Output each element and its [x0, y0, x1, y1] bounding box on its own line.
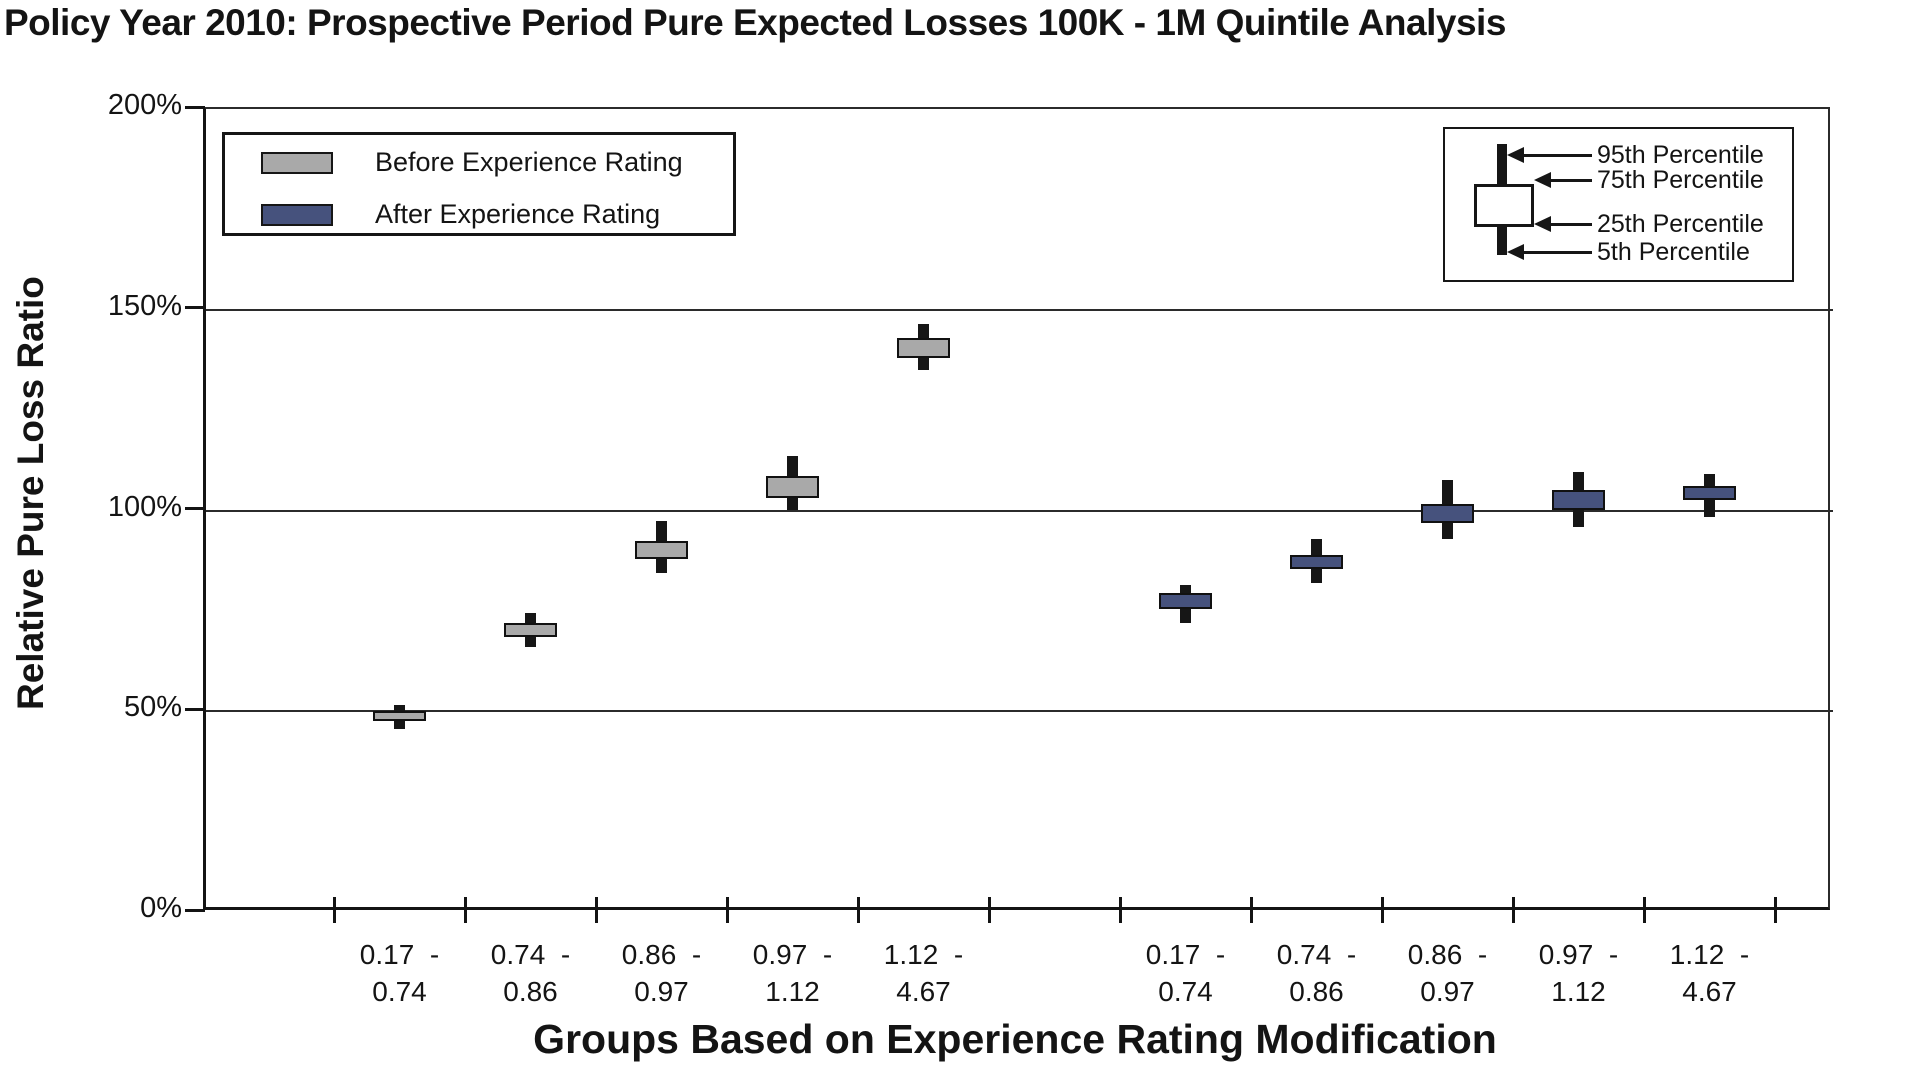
percentile-box-glyph	[1474, 184, 1534, 227]
x-axis-label-line2: 0.74	[1158, 976, 1213, 1007]
x-axis-label: 0.74 - 0.86	[461, 936, 601, 1010]
percentile-label-25: 25th Percentile	[1597, 210, 1764, 238]
arrow-25th-icon	[1534, 216, 1551, 232]
x-axis-label: 0.86 - 0.97	[1378, 936, 1518, 1010]
x-axis-label: 0.17 - 0.74	[1116, 936, 1256, 1010]
arrow-75th-icon	[1534, 172, 1551, 188]
x-axis-label-line1: 0.17 -	[1145, 939, 1226, 970]
x-axis-label: 0.17 - 0.74	[330, 936, 470, 1010]
y-axis-tick	[185, 707, 205, 711]
gridline	[206, 308, 1833, 311]
x-axis-label-line2: 4.67	[896, 976, 951, 1007]
box-before	[897, 337, 950, 358]
y-axis-tick-label: 150%	[107, 289, 182, 322]
x-axis-tick	[1249, 897, 1253, 923]
legend-swatch-after	[261, 204, 333, 226]
x-axis-label-line2: 1.12	[1551, 976, 1606, 1007]
x-axis-label: 1.12 - 4.67	[1640, 936, 1780, 1010]
arrow-5th-line	[1523, 251, 1592, 254]
x-axis-label-line1: 0.74 -	[490, 939, 571, 970]
x-axis-label: 1.12 - 4.67	[854, 936, 994, 1010]
box-before	[635, 540, 688, 559]
x-axis-tick	[1118, 897, 1122, 923]
box-after	[1421, 504, 1474, 523]
x-axis-label-line1: 0.86 -	[621, 939, 702, 970]
x-axis-label-line2: 4.67	[1682, 976, 1737, 1007]
x-axis-tick	[1773, 897, 1777, 923]
percentile-label-75: 75th Percentile	[1597, 166, 1764, 194]
percentile-label-5: 5th Percentile	[1597, 238, 1750, 266]
series-legend: Before Experience Rating After Experienc…	[222, 132, 736, 236]
x-axis-label-line1: 0.86 -	[1407, 939, 1488, 970]
x-axis-tick	[332, 897, 336, 923]
x-axis-tick	[856, 897, 860, 923]
percentile-legend: 95th Percentile 75th Percentile 25th Per…	[1443, 127, 1794, 282]
y-axis-tick	[185, 306, 205, 310]
gridline	[206, 509, 1833, 512]
y-axis-title: Relative Pure Loss Ratio	[10, 276, 51, 710]
x-axis-title: Groups Based on Experience Rating Modifi…	[533, 1016, 1497, 1062]
arrow-75th-line	[1550, 179, 1592, 182]
chart-title: Policy Year 2010: Prospective Period Pur…	[4, 2, 1506, 43]
x-axis-label: 0.97 - 1.12	[1509, 936, 1649, 1010]
x-axis-tick	[463, 897, 467, 923]
arrow-25th-line	[1550, 223, 1592, 226]
x-axis-label: 0.74 - 0.86	[1247, 936, 1387, 1010]
x-axis-label-line1: 1.12 -	[1669, 939, 1750, 970]
x-axis-label-line2: 0.97	[1420, 976, 1475, 1007]
x-axis-label-line2: 1.12	[765, 976, 820, 1007]
x-axis-label-line1: 0.97 -	[752, 939, 833, 970]
x-axis-tick	[1511, 897, 1515, 923]
legend-label-after: After Experience Rating	[375, 199, 661, 229]
percentile-label-95: 95th Percentile	[1597, 141, 1764, 169]
box-before	[766, 476, 819, 499]
y-axis-tick	[185, 507, 205, 510]
box-after	[1552, 490, 1605, 511]
box-after	[1290, 554, 1343, 569]
box-before	[373, 711, 426, 722]
y-axis-tick	[185, 105, 205, 109]
gridline	[206, 710, 1833, 713]
x-axis-tick	[1380, 897, 1384, 923]
x-axis-label-line1: 0.97 -	[1538, 939, 1619, 970]
x-axis-label-line2: 0.74	[372, 976, 427, 1007]
x-axis-label-line2: 0.86	[503, 976, 558, 1007]
x-axis-tick	[725, 897, 729, 923]
arrow-5th-icon	[1507, 244, 1524, 260]
box-after	[1159, 592, 1212, 609]
box-after	[1683, 486, 1736, 501]
legend-swatch-before	[261, 152, 333, 174]
y-axis-tick-label: 50%	[123, 691, 182, 724]
legend-label-before: Before Experience Rating	[375, 147, 683, 177]
x-axis-tick	[594, 897, 598, 923]
x-axis-label: 0.97 - 1.12	[723, 936, 863, 1010]
x-axis-tick	[987, 897, 991, 923]
y-axis-tick-label: 0%	[140, 892, 182, 924]
x-axis-label-line1: 0.74 -	[1276, 939, 1357, 970]
x-axis-label: 0.86 - 0.97	[592, 936, 732, 1010]
x-axis-label-line1: 0.17 -	[359, 939, 440, 970]
x-axis-label-line1: 1.12 -	[883, 939, 964, 970]
x-axis-tick	[1642, 897, 1646, 923]
x-axis-label-line2: 0.86	[1289, 976, 1344, 1007]
arrow-95th-icon	[1507, 147, 1524, 163]
box-before	[504, 622, 557, 637]
y-axis-tick	[185, 908, 205, 912]
y-axis-tick-label: 200%	[107, 89, 182, 121]
arrow-95th-line	[1523, 154, 1592, 157]
y-axis-tick-label: 100%	[107, 490, 182, 523]
x-axis-label-line2: 0.97	[634, 976, 689, 1007]
